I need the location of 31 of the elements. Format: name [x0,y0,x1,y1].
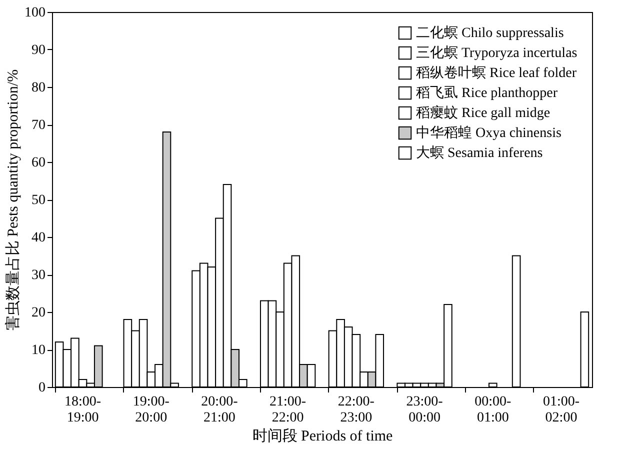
y-tick-label: 100 [24,6,46,20]
x-tick-label: 00:00- 01:00 [474,394,512,426]
x-tick-label: 21:00- 22:00 [270,394,306,426]
x-tick-label: 23:00- 00:00 [406,394,444,426]
legend-label: 中华稻蝗 Oxya chinensis [416,125,562,141]
y-tick-label: 10 [32,343,46,358]
legend-label: 二化螟 Chilo suppressalis [416,25,564,41]
y-tick-label: 80 [32,80,46,96]
bar [512,255,521,388]
y-tick-label: 30 [32,268,46,283]
y-tick-label: 20 [32,306,46,320]
bar [488,382,498,388]
x-axis-title: 时间段 Periods of time [252,428,394,444]
legend-label: 稻纵卷叶螟 Rice leaf folder [416,65,577,81]
legend-label: 稻瘿蚊 Rice gall midge [416,105,550,121]
y-tick-label: 90 [32,43,46,58]
y-tick-label: 50 [32,193,46,208]
y-tick-label: 60 [32,156,46,170]
x-tick-label: 20:00- 21:00 [201,394,238,426]
x-tick-label: 18:00- 19:00 [64,394,102,426]
y-tick-label: 0 [38,380,46,396]
x-tick-label: 22:00- 23:00 [338,394,375,426]
x-tick-label: 01:00- 02:00 [542,394,580,426]
legend-label: 稻飞虱 Rice planthopper [416,85,558,101]
y-axis-title: 害虫数量占比 Pests quantity proportion/% [4,69,22,331]
x-tick-label: 19:00- 20:00 [132,394,170,426]
y-tick-label: 70 [32,118,46,133]
bar [580,312,590,388]
legend-label: 大螟 Sesamia inferens [416,145,543,161]
y-tick-label: 40 [32,230,46,246]
legend-label: 三化螟 Tryporyza incertulas [416,45,578,61]
